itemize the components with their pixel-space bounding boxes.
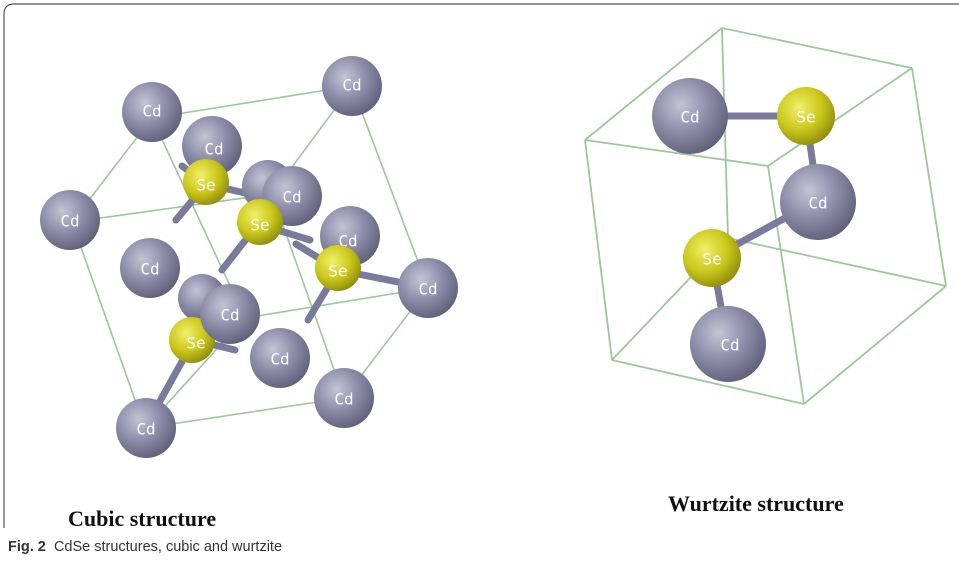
svg-text:Cd: Cd bbox=[680, 108, 699, 127]
cd-atom: Cd bbox=[652, 78, 728, 154]
cd-atom: Cd bbox=[250, 328, 310, 388]
cd-atom: Cd bbox=[40, 190, 100, 250]
se-atom: Se bbox=[183, 159, 229, 205]
se-atom: Se bbox=[777, 87, 835, 145]
svg-text:Se: Se bbox=[250, 216, 269, 235]
svg-text:Cd: Cd bbox=[808, 194, 827, 213]
figure-number: Fig. 2 bbox=[8, 539, 46, 555]
cd-atom: Cd bbox=[122, 82, 182, 142]
svg-text:Se: Se bbox=[796, 108, 815, 127]
figure-caption-text: CdSe structures, cubic and wurtzite bbox=[53, 539, 283, 555]
cubic-structure-diagram: Cd Cd Cd Cd Cd Se Cd bbox=[40, 56, 458, 458]
svg-text:Cd: Cd bbox=[342, 76, 361, 95]
cd-atom: Cd bbox=[322, 56, 382, 116]
svg-text:Se: Se bbox=[196, 176, 215, 195]
cd-atom: Cd bbox=[398, 258, 458, 318]
cubic-structure-title: Cubic structure bbox=[68, 506, 217, 531]
svg-text:Cd: Cd bbox=[220, 306, 239, 325]
se-atom: Se bbox=[315, 245, 361, 291]
svg-text:Cd: Cd bbox=[136, 420, 155, 439]
se-atom: Se bbox=[169, 317, 215, 363]
svg-text:Cd: Cd bbox=[418, 280, 437, 299]
wurtzite-unit-cell bbox=[584, 27, 947, 405]
svg-text:Cd: Cd bbox=[334, 390, 353, 409]
cd-atom: Cd bbox=[690, 306, 766, 382]
svg-text:Se: Se bbox=[186, 334, 205, 353]
cd-atom: Cd bbox=[200, 284, 260, 344]
figure-caption: Fig. 2 CdSe structures, cubic and wurtzi… bbox=[8, 539, 282, 555]
wurtzite-structure-title: Wurtzite structure bbox=[668, 491, 844, 516]
svg-text:Cd: Cd bbox=[282, 188, 301, 207]
svg-text:Cd: Cd bbox=[142, 102, 161, 121]
se-atom: Se bbox=[237, 199, 283, 245]
svg-text:Se: Se bbox=[328, 262, 347, 281]
cd-atom: Cd bbox=[780, 164, 856, 240]
svg-text:Cd: Cd bbox=[204, 140, 223, 159]
svg-text:Se: Se bbox=[702, 250, 721, 269]
cd-atom: Cd bbox=[314, 368, 374, 428]
se-atom: Se bbox=[683, 229, 741, 287]
svg-text:Cd: Cd bbox=[60, 212, 79, 231]
wurtzite-structure-diagram: Cd Se Cd Se Cd bbox=[584, 27, 947, 405]
cd-atom: Cd bbox=[120, 238, 180, 298]
cd-atom: Cd bbox=[116, 398, 176, 458]
svg-text:Cd: Cd bbox=[140, 260, 159, 279]
figure-border bbox=[3, 3, 959, 528]
svg-text:Cd: Cd bbox=[720, 336, 739, 355]
svg-text:Cd: Cd bbox=[270, 350, 289, 369]
